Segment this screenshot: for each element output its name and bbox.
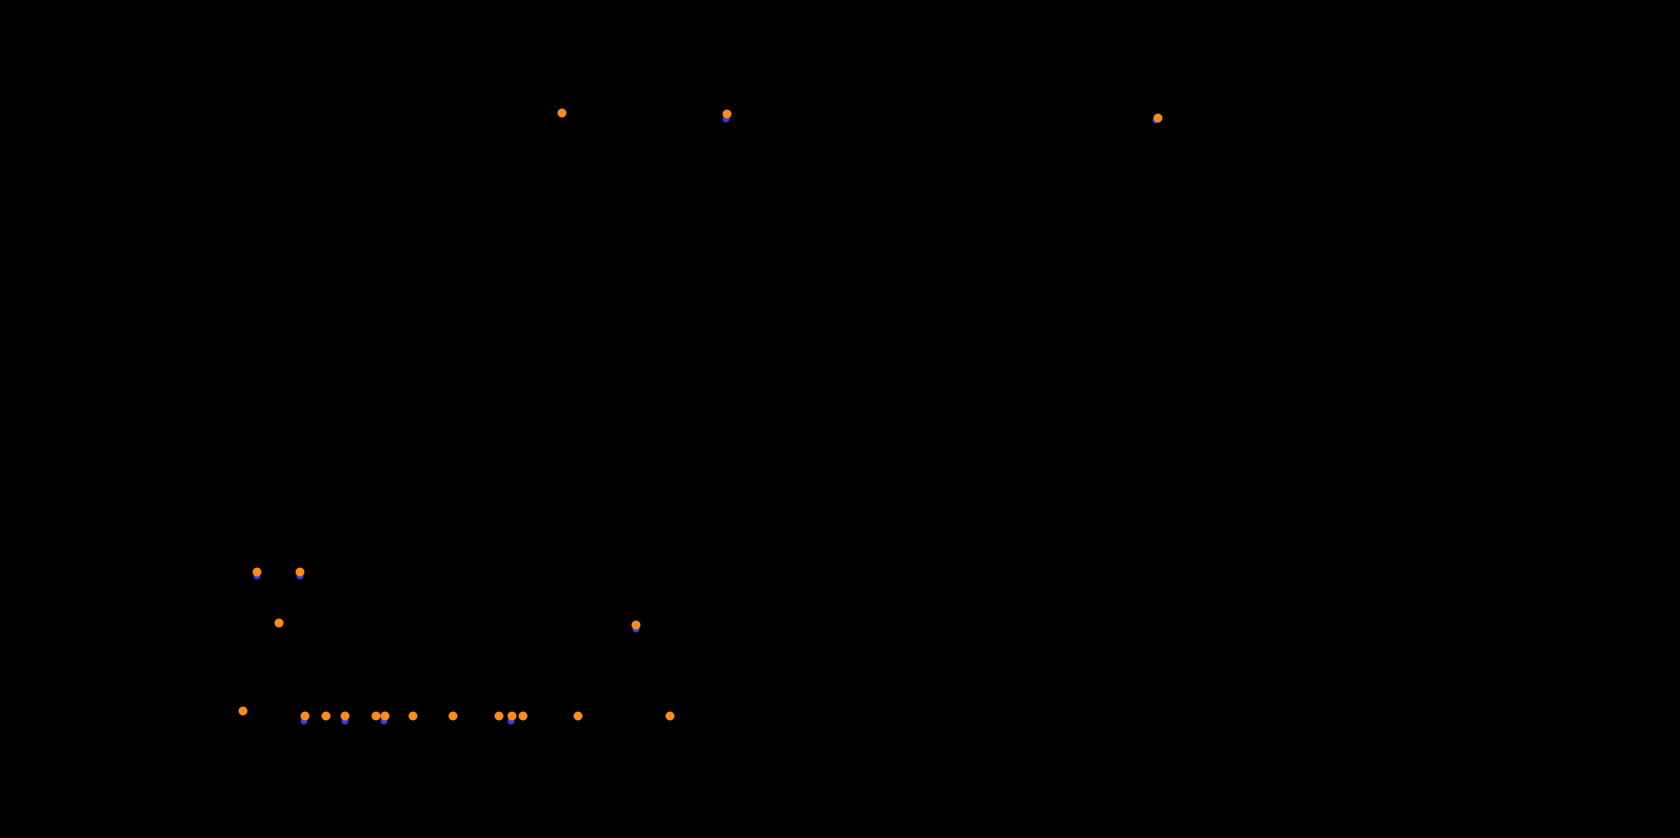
scatter-point-orange xyxy=(495,712,504,721)
scatter-point-orange xyxy=(381,712,390,721)
scatter-point-orange xyxy=(508,712,517,721)
scatter-point-orange xyxy=(372,712,381,721)
scatter-point-orange xyxy=(296,568,305,577)
scatter-point-orange xyxy=(723,110,732,119)
scatter-point-orange xyxy=(666,712,675,721)
scatter-point-orange xyxy=(449,712,458,721)
scatter-point-orange xyxy=(322,712,331,721)
scatter-point-orange xyxy=(239,707,248,716)
scatter-point-orange xyxy=(519,712,528,721)
scatter-point-orange xyxy=(1154,114,1163,123)
scatter-point-orange xyxy=(574,712,583,721)
scatter-point-orange xyxy=(301,712,310,721)
scatter-point-orange xyxy=(253,568,262,577)
scatter-point-orange xyxy=(632,621,641,630)
scatter-point-orange xyxy=(275,619,284,628)
scatter-plot xyxy=(0,0,1680,838)
scatter-point-orange xyxy=(558,109,567,118)
scatter-point-orange xyxy=(341,712,350,721)
scatter-point-orange xyxy=(409,712,418,721)
